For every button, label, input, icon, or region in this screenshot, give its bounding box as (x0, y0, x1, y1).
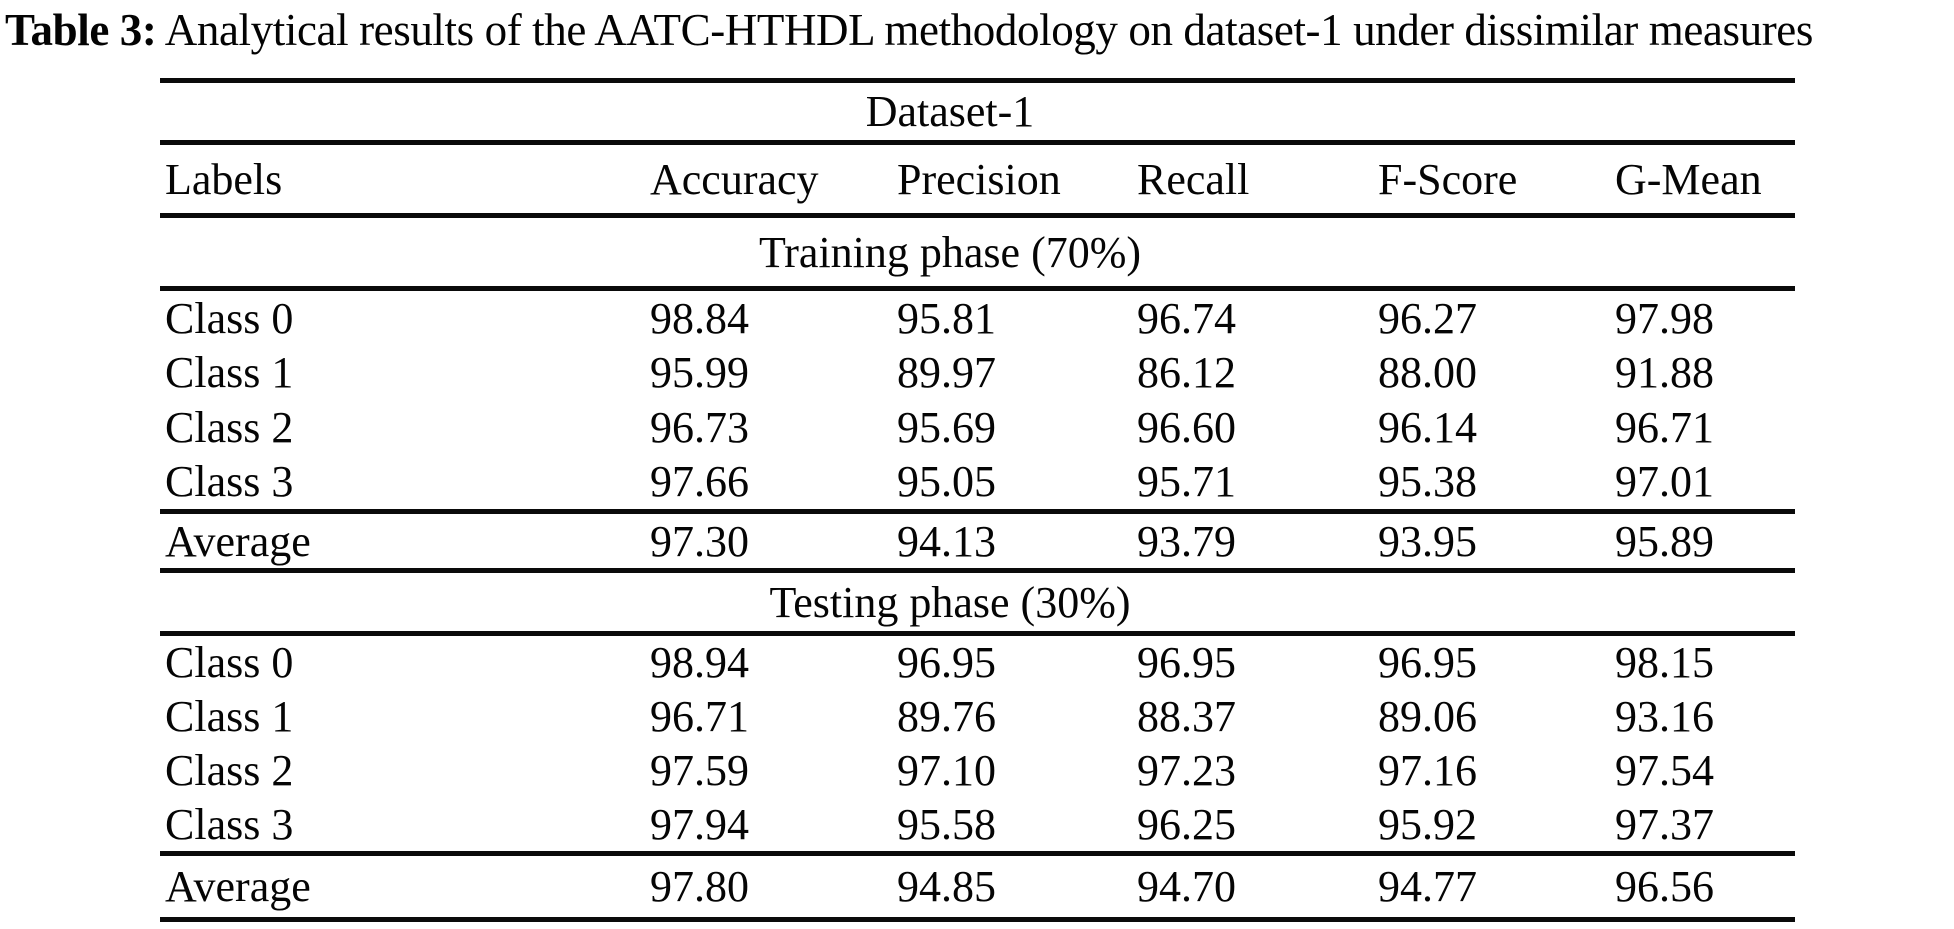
metric-value: 96.95 (897, 638, 996, 688)
metric-value: 93.79 (1137, 516, 1236, 566)
metric-value: 93.16 (1615, 692, 1714, 742)
metric-value: 96.95 (1137, 638, 1236, 688)
table-row: Class 2 96.73 95.69 96.60 96.14 96.71 (160, 400, 1795, 455)
table-rule (160, 631, 1795, 636)
metric-value: 97.94 (650, 799, 749, 849)
metric-value: 89.97 (897, 348, 996, 398)
metric-value: 97.80 (650, 862, 749, 911)
metric-value: 97.23 (1137, 745, 1236, 795)
table-rule (160, 851, 1795, 856)
metric-value: 97.37 (1615, 799, 1714, 849)
metric-value: 96.25 (1137, 799, 1236, 849)
metric-value: 91.88 (1615, 348, 1714, 398)
metric-value: 88.00 (1378, 348, 1477, 398)
table-caption-text: Analytical results of the AATC-HTHDL met… (156, 5, 1814, 55)
table-rule (160, 286, 1795, 291)
metric-value: 94.70 (1137, 862, 1236, 911)
row-label: Average (165, 862, 311, 911)
metric-value: 98.94 (650, 638, 749, 688)
table-rule (160, 568, 1795, 573)
section-header-testing: Testing phase (30%) (769, 577, 1131, 627)
table-row: Class 0 98.84 95.81 96.74 96.27 97.98 (160, 291, 1795, 346)
row-label: Average (165, 516, 311, 566)
metric-value: 95.69 (897, 402, 996, 452)
metric-value: 96.74 (1137, 293, 1236, 343)
row-label: Class 3 (165, 799, 294, 849)
table-row: Class 3 97.66 95.05 95.71 95.38 97.01 (160, 455, 1795, 510)
table-row: Class 3 97.94 95.58 96.25 95.92 97.37 (160, 797, 1795, 851)
metric-value: 95.38 (1378, 457, 1477, 507)
metric-value: 95.92 (1378, 799, 1477, 849)
section-header-training: Training phase (70%) (758, 227, 1142, 277)
metric-value: 96.71 (1615, 402, 1714, 452)
row-label: Class 3 (165, 457, 294, 507)
table-caption: Table 3: Analytical results of the AATC-… (5, 4, 1953, 56)
metric-value: 97.66 (650, 457, 749, 507)
row-label: Class 2 (165, 402, 294, 452)
metric-value: 97.30 (650, 516, 749, 566)
row-label: Class 0 (165, 293, 294, 343)
metric-value: 97.59 (650, 745, 749, 795)
metric-value: 89.06 (1378, 692, 1477, 742)
metric-value: 88.37 (1137, 692, 1236, 742)
column-header-labels: Labels (165, 154, 283, 204)
metric-value: 97.16 (1378, 745, 1477, 795)
metric-value: 96.71 (650, 692, 749, 742)
metric-value: 98.15 (1615, 638, 1714, 688)
metric-value: 95.89 (1615, 516, 1714, 566)
metric-value: 95.58 (897, 799, 996, 849)
metric-value: 96.73 (650, 402, 749, 452)
column-header-recall: Recall (1137, 154, 1250, 204)
metric-value: 98.84 (650, 293, 749, 343)
metric-value: 97.98 (1615, 293, 1714, 343)
metric-value: 94.85 (897, 862, 996, 911)
table-row: Class 0 98.94 96.95 96.95 96.95 98.15 (160, 636, 1795, 690)
row-label: Class 0 (165, 638, 294, 688)
metric-value: 97.10 (897, 745, 996, 795)
table-rule (160, 509, 1795, 514)
metric-value: 96.27 (1378, 293, 1477, 343)
metric-value: 95.05 (897, 457, 996, 507)
table-row: Class 1 96.71 89.76 88.37 89.06 93.16 (160, 690, 1795, 744)
table-row: Class 2 97.59 97.10 97.23 97.16 97.54 (160, 744, 1795, 798)
column-header-precision: Precision (897, 154, 1061, 204)
metric-value: 89.76 (897, 692, 996, 742)
metric-value: 97.54 (1615, 745, 1714, 795)
results-table: Dataset-1 Labels Accuracy Precision Reca… (160, 78, 1795, 922)
table-caption-label: Table 3: (5, 5, 157, 55)
column-header-fscore: F-Score (1378, 154, 1518, 204)
metric-value: 94.13 (897, 516, 996, 566)
table-row-average: Average 97.30 94.13 93.79 93.95 95.89 (160, 514, 1795, 568)
column-header-row: Labels Accuracy Precision Recall F-Score… (160, 145, 1795, 213)
table-rule-bottom (160, 917, 1795, 922)
metric-value: 95.81 (897, 293, 996, 343)
row-label: Class 1 (165, 348, 294, 398)
row-label: Class 2 (165, 745, 294, 795)
metric-value: 86.12 (1137, 348, 1236, 398)
column-header-gmean: G-Mean (1615, 154, 1762, 204)
table-rule (160, 213, 1795, 218)
table-rule-top (160, 78, 1795, 83)
metric-value: 95.99 (650, 348, 749, 398)
row-label: Class 1 (165, 692, 294, 742)
metric-value: 96.14 (1378, 402, 1477, 452)
metric-value: 93.95 (1378, 516, 1477, 566)
metric-value: 96.60 (1137, 402, 1236, 452)
metric-value: 96.56 (1615, 862, 1714, 911)
column-header-accuracy: Accuracy (650, 154, 819, 204)
table-row-average: Average 97.80 94.85 94.70 94.77 96.56 (160, 856, 1795, 917)
metric-value: 95.71 (1137, 457, 1236, 507)
table-rule (160, 140, 1795, 145)
metric-value: 97.01 (1615, 457, 1714, 507)
metric-value: 94.77 (1378, 862, 1477, 911)
metric-value: 96.95 (1378, 638, 1477, 688)
dataset-span-header: Dataset-1 (865, 87, 1035, 136)
table-row: Class 1 95.99 89.97 86.12 88.00 91.88 (160, 346, 1795, 401)
